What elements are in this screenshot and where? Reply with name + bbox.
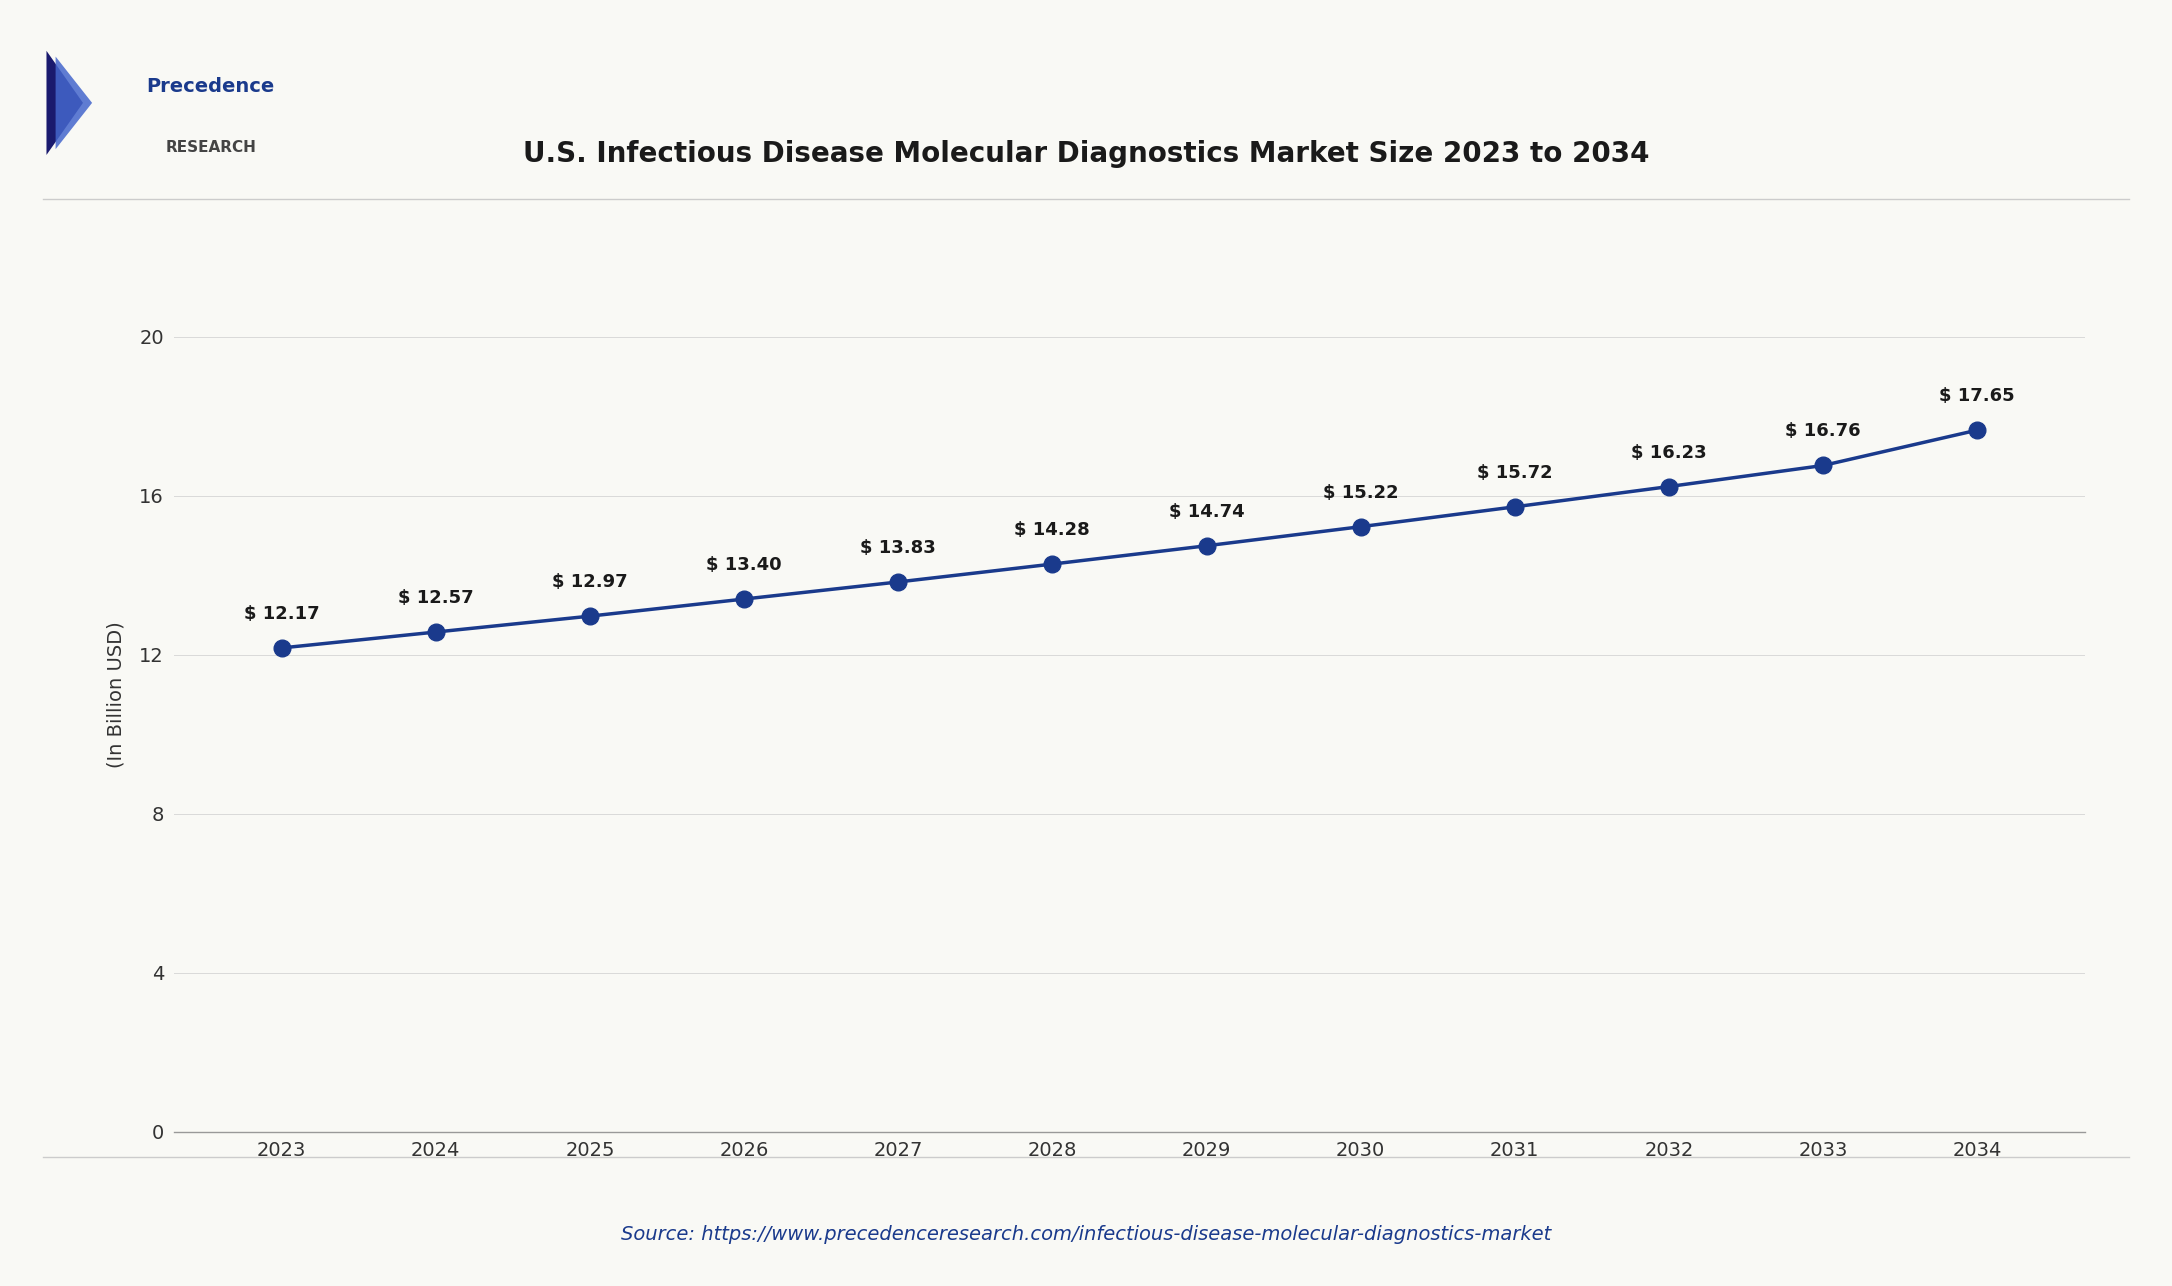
Text: Source: https://www.precedenceresearch.com/infectious-disease-molecular-diagnost: Source: https://www.precedenceresearch.c… [621, 1226, 1551, 1244]
Text: $ 14.74: $ 14.74 [1169, 503, 1245, 521]
Text: U.S. Infectious Disease Molecular Diagnostics Market Size 2023 to 2034: U.S. Infectious Disease Molecular Diagno… [523, 140, 1649, 168]
Text: Precedence: Precedence [146, 77, 276, 95]
Text: RESEARCH: RESEARCH [165, 140, 256, 156]
Text: $ 13.40: $ 13.40 [706, 556, 782, 574]
Text: $ 12.17: $ 12.17 [243, 604, 319, 622]
Text: $ 16.23: $ 16.23 [1631, 444, 1707, 462]
Text: $ 12.97: $ 12.97 [552, 574, 628, 592]
Text: $ 15.22: $ 15.22 [1323, 484, 1399, 502]
Text: $ 14.28: $ 14.28 [1014, 521, 1090, 539]
Polygon shape [46, 50, 83, 154]
Text: $ 12.57: $ 12.57 [397, 589, 473, 607]
Y-axis label: (In Billion USD): (In Billion USD) [106, 621, 126, 768]
Text: $ 15.72: $ 15.72 [1477, 464, 1553, 482]
Text: $ 17.65: $ 17.65 [1940, 387, 2016, 405]
Text: $ 16.76: $ 16.76 [1785, 423, 1861, 441]
Text: $ 13.83: $ 13.83 [860, 539, 936, 557]
Polygon shape [56, 57, 91, 149]
